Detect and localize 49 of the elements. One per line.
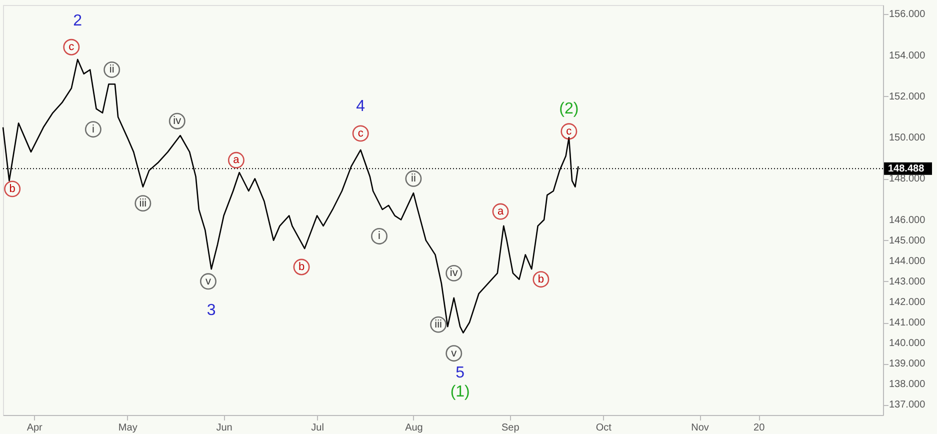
y-tick-label: 143.000: [889, 276, 926, 288]
x-tick-label: Oct: [596, 422, 612, 434]
x-tick-label: 20: [754, 422, 766, 434]
x-tick-label: Jun: [216, 422, 232, 434]
annotation: c: [566, 125, 572, 138]
ref-line-label: 148.488: [888, 164, 925, 175]
annotation: ii: [109, 64, 114, 76]
y-tick-label: 150.000: [889, 132, 926, 144]
annotation: a: [497, 206, 504, 218]
annotation: (1): [450, 384, 470, 401]
y-tick-label: 139.000: [889, 358, 926, 370]
annotation: iv: [173, 115, 182, 128]
y-tick-label: 140.000: [889, 338, 926, 350]
annotation: 3: [206, 302, 216, 320]
x-tick-label: Jul: [311, 422, 324, 434]
annotation: b: [298, 261, 305, 274]
x-tick-label: May: [118, 422, 138, 434]
annotation: c: [68, 41, 75, 54]
y-tick-label: 138.000: [889, 379, 926, 390]
y-tick-label: 148.000: [889, 174, 926, 185]
annotation: c: [358, 127, 364, 140]
annotation: b: [538, 273, 544, 286]
annotation: iii: [434, 318, 442, 331]
y-tick-label: 142.000: [889, 296, 926, 308]
y-tick-label: 154.000: [889, 50, 926, 62]
annotation: 5: [456, 364, 465, 382]
annotation: iii: [139, 197, 147, 210]
annotation: v: [451, 347, 458, 360]
y-tick-label: 141.000: [889, 318, 926, 329]
annotation: a: [233, 154, 240, 166]
x-tick-label: Nov: [691, 422, 709, 434]
annotation: ii: [411, 172, 416, 185]
y-tick-label: 145.000: [889, 235, 926, 246]
annotation: iv: [450, 267, 458, 280]
annotation: i: [92, 123, 94, 136]
y-tick-label: 137.000: [889, 400, 926, 411]
annotation: (2): [559, 100, 579, 118]
annotation: 2: [73, 12, 82, 30]
annotation: i: [378, 230, 380, 242]
annotation: 4: [356, 98, 366, 115]
annotation: v: [205, 275, 212, 288]
annotation: b: [9, 182, 16, 195]
x-tick-label: Apr: [26, 422, 44, 434]
x-tick-label: Aug: [405, 422, 423, 434]
y-tick-label: 152.000: [889, 91, 926, 102]
y-tick-label: 144.000: [889, 256, 926, 267]
x-tick-label: Sep: [501, 422, 520, 434]
y-tick-label: 156.000: [889, 9, 926, 20]
y-tick-label: 146.000: [889, 214, 926, 226]
